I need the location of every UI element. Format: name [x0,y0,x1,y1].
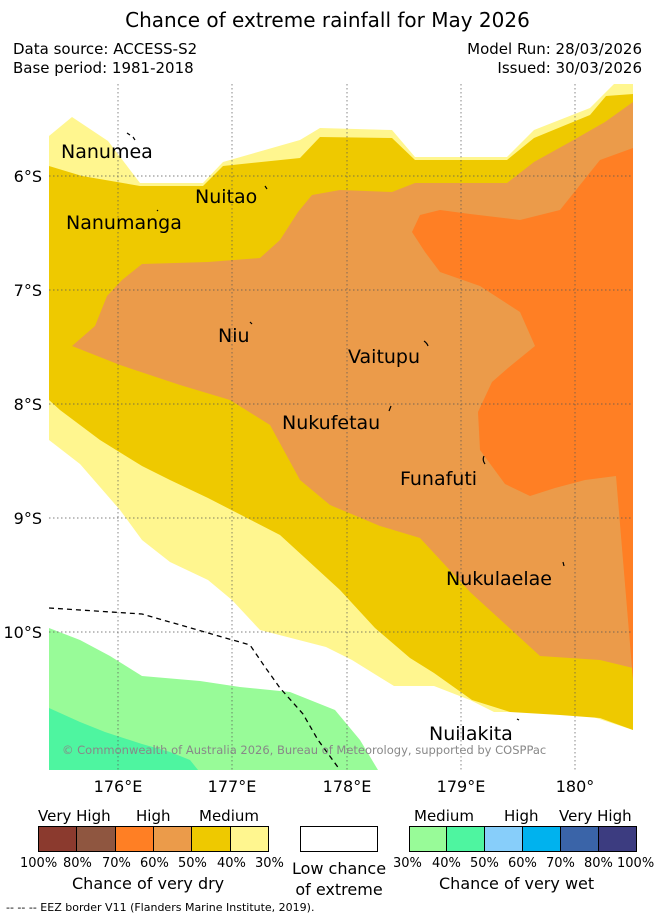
legend-dry-pct: 80% [63,856,92,871]
island-label-nukufetau: Nukufetau [282,412,380,434]
lat-tick-6s: 6°S [14,167,42,186]
legend-dry-swatch [154,826,192,852]
lat-tick-10s: 10°S [3,623,42,642]
island-label-nuilakita: Nuilakita [429,723,513,745]
lon-tick-180: 180° [556,777,595,796]
lon-tick-178e: 178°E [323,777,372,796]
base-period: Base period: 1981-2018 [13,59,194,77]
zone-dry-60-70 [412,148,633,680]
legend-low-title-line2: of extreme [295,880,383,899]
lon-tick-177e: 177°E [208,777,257,796]
legend-wet-pct: 80% [584,856,613,871]
legend-wet-swatch [599,826,637,852]
legend-wet-heading-very-high: Very High [559,807,632,825]
legend-dry-swatch [231,826,269,852]
lon-tick-176e: 176°E [94,777,143,796]
island-label-nanumanga: Nanumanga [66,212,182,234]
legend-dry-pct: 100% [20,856,58,871]
island-shapes [126,132,565,721]
legend-wet-title: Chance of very wet [439,874,595,893]
island-label-vaitupu: Vaitupu [348,346,420,368]
map-title: Chance of extreme rainfall for May 2026 [125,8,530,32]
eez-border-note: -- -- -- EEZ border V11 (Flanders Marine… [6,901,315,914]
island-label-nanumea: Nanumea [61,141,153,163]
lat-tick-8s: 8°S [14,395,42,414]
legend-low-title-line1: Low chance [291,859,387,878]
lat-tick-9s: 9°S [14,509,42,528]
legend-wet-swatch [447,826,485,852]
graticule [49,84,633,770]
legend-wet-pct: 70% [546,856,575,871]
island-label-nuitao: Nuitao [195,186,257,208]
legend-dry-pct: 30% [255,856,284,871]
legend-wet-swatch [485,826,523,852]
island-label-nukulaelae: Nukulaelae [446,568,552,590]
legend-wet-pct: 30% [393,856,422,871]
rainfall-map: Nanumea Nuitao Nanumanga Niu Vaitupu Nuk… [3,84,633,796]
legend-wet-pct: 100% [617,856,655,871]
legend-dry-heading-medium: Medium [199,807,259,825]
issued-date: Issued: 30/03/2026 [497,59,642,77]
legend-dry-heading-very-high: Very High [38,807,111,825]
legend-dry-pct: 50% [178,856,207,871]
legend-wet-swatch [409,826,447,852]
legend-low-swatch [300,826,378,852]
legend-wet-heading-high: High [504,807,539,825]
legend-dry-pct: 70% [102,856,131,871]
island-label-funafuti: Funafuti [400,468,477,490]
legend-dry-heading-high: High [136,807,171,825]
data-source: Data source: ACCESS-S2 [13,40,198,58]
legend-wet-swatch [523,826,561,852]
legend-wet-pct: 50% [470,856,499,871]
island-label-niu: Niu [218,325,250,347]
legend-dry-swatch [116,826,154,852]
zone-wet-30-40 [49,628,378,770]
legend-dry-title: Chance of very dry [72,874,225,893]
lat-tick-7s: 7°S [14,281,42,300]
eez-border [49,607,341,770]
copyright-note: © Commonwealth of Australia 2026, Bureau… [62,743,546,757]
model-run: Model Run: 28/03/2026 [467,40,642,58]
lon-tick-179e: 179°E [437,777,486,796]
legend-dry-pct: 40% [217,856,246,871]
legend-wet-swatch [561,826,599,852]
legend-dry-swatch [77,826,116,852]
legend-wet-pct: 40% [432,856,461,871]
zone-wet-40-50 [49,708,198,770]
legend-dry-swatch [192,826,231,852]
legend-dry-pct: 60% [140,856,169,871]
legend-wet-heading-medium: Medium [414,807,474,825]
legend-wet-pct: 60% [508,856,537,871]
legend-dry-swatch [38,826,77,852]
